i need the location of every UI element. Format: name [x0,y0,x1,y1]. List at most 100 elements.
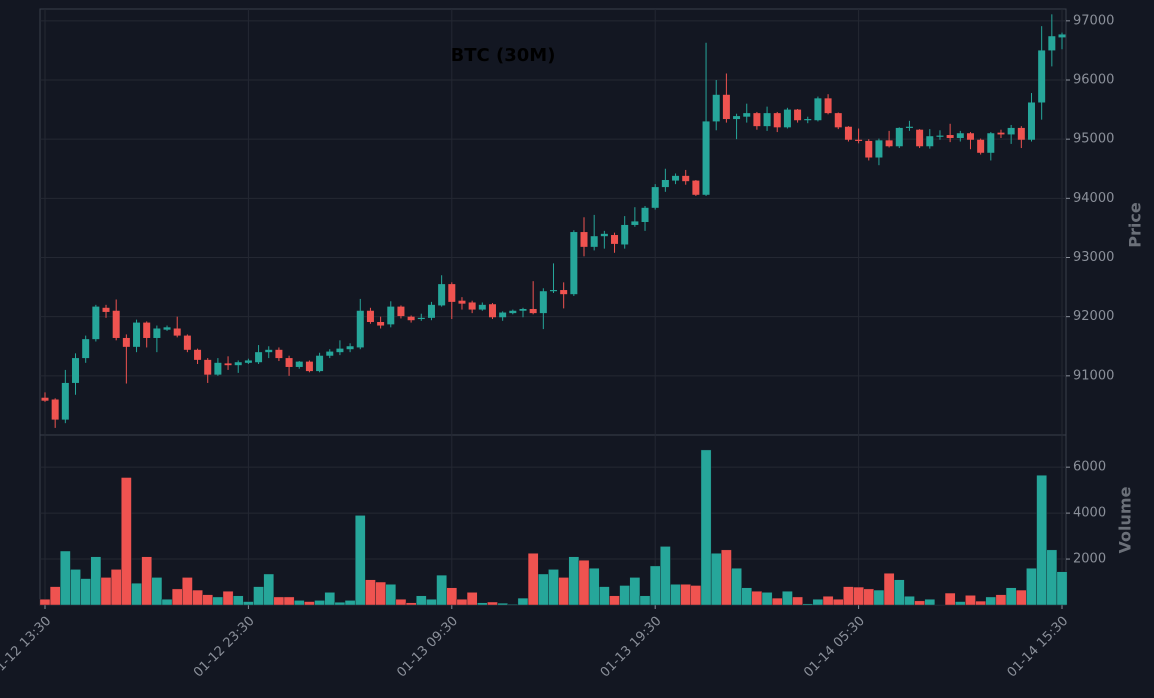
candle-body [174,329,181,336]
volume-bar [813,599,823,605]
volume-bar [1037,475,1047,605]
candle-body [906,127,913,128]
volume-bar [752,591,762,605]
volume-bar [915,601,925,605]
volume-bar [518,598,528,605]
candle-body [245,360,252,362]
candle-body [875,140,882,157]
chart-title: BTC (30M) [451,45,556,66]
candle-body [601,234,608,236]
candle-body [42,398,49,401]
candle-body [896,128,903,146]
volume-bar [1006,588,1016,605]
volume-bar [233,596,243,605]
volume-bar [253,587,263,605]
volume-bar [223,591,233,605]
volume-bar [1026,568,1036,605]
volume-bar [579,560,589,605]
candle-body [153,329,160,338]
candle-body [631,221,638,225]
volume-bar [345,600,355,605]
candle-body [662,180,669,187]
candle-body [621,225,628,245]
candle-body [570,232,577,294]
volume-bar [792,597,802,605]
candle-body [652,187,659,208]
candle-body [103,308,110,312]
volume-bar [101,577,111,605]
volume-tick-label: 4000 [1073,506,1106,521]
volume-bar [894,580,904,605]
candle-body [1038,50,1045,102]
candle-body [845,127,852,140]
candle-body [377,322,384,326]
candle-body [286,358,293,367]
candle-body [347,346,354,349]
volume-axis-label: Volume [1116,486,1135,553]
volume-bar [70,569,80,605]
volume-bar [986,597,996,605]
candle-body [784,110,791,128]
volume-bar [50,587,60,605]
candle-body [336,349,343,353]
candle-body [509,311,516,313]
candle-body [92,307,99,340]
volume-bar [681,584,691,605]
volume-bar [426,599,436,605]
volume-bar [152,577,162,605]
volume-bar [925,599,935,605]
y-tick-label: 93000 [1073,250,1114,265]
candle-body [764,113,771,126]
candle-body [560,290,567,294]
volume-bar [823,596,833,605]
volume-bar [843,587,853,605]
volume-bar [213,597,223,605]
candle-body [133,323,140,347]
volume-bar [620,585,630,605]
volume-bar [457,599,467,605]
candle-body [926,136,933,146]
candle-body [743,113,750,117]
candle-body [1048,36,1055,50]
volume-bar [335,602,345,605]
volume-bar [599,587,609,605]
volume-bar [243,602,253,605]
candle-body [184,336,191,350]
volume-bar [864,589,874,605]
candle-body [326,352,333,356]
volume-bar [304,602,314,605]
candle-body [1018,128,1025,140]
volume-bar [172,589,182,605]
volume-bar [538,574,548,605]
volume-bar [650,566,660,605]
candle-body [947,135,954,138]
volume-bar [325,592,335,605]
candle-body [774,113,781,127]
volume-bar [884,573,894,605]
candle-body [865,141,872,158]
volume-tick-label: 6000 [1073,460,1106,475]
candle-body [886,140,893,146]
volume-bar [965,595,975,605]
candle-body [235,362,242,365]
volume-bar [487,602,497,605]
candle-body [1028,102,1035,139]
candle-body [957,133,964,138]
volume-bar [1047,550,1057,605]
volume-bar [833,599,843,605]
volume-bar [355,515,365,605]
candle-body [316,356,323,371]
volume-bar [955,602,965,605]
candle-body [72,358,79,383]
volume-bar [721,550,731,605]
candle-body [438,284,445,305]
candle-body [987,133,994,153]
volume-bar [548,569,558,605]
volume-bar [630,577,640,605]
volume-bar [315,600,325,605]
volume-bar [365,580,375,605]
candle-body [194,350,201,360]
candle-body [723,95,730,119]
volume-bar [945,593,955,605]
